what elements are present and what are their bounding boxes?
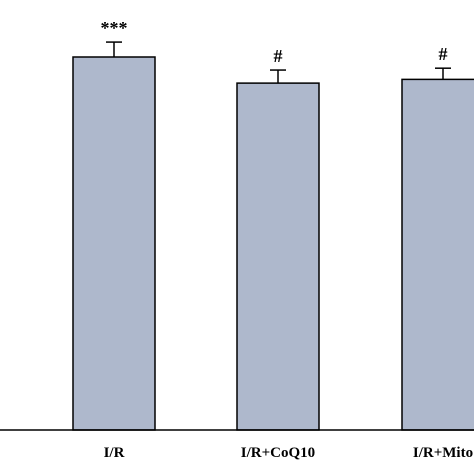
x-tick-label: I/R+Mito <box>413 445 473 461</box>
bar <box>401 78 474 431</box>
x-tick-label: I/R+CoQ10 <box>241 445 315 461</box>
bars-layer <box>72 56 474 431</box>
error-bars-layer <box>106 41 451 84</box>
significance-labels-layer: *** # # <box>101 18 448 66</box>
bar <box>72 56 156 431</box>
significance-label: *** <box>101 18 128 38</box>
bar <box>236 82 320 431</box>
significance-label: # <box>439 44 448 64</box>
x-tick-label: I/R <box>104 445 125 461</box>
tick-labels-layer: I/R I/R+CoQ10 I/R+Mito <box>104 445 474 461</box>
significance-label: # <box>274 46 283 66</box>
